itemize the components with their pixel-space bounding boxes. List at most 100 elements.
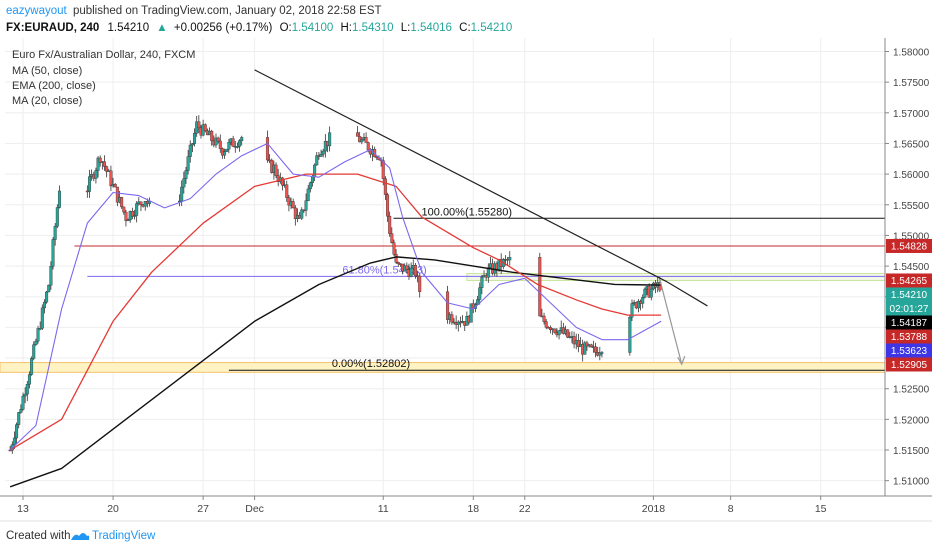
low-label: L: <box>401 22 411 34</box>
price-label-text: 1.53623 <box>891 346 928 357</box>
footer-svg: Created with TradingView <box>0 520 932 542</box>
brand-link[interactable]: TradingView <box>92 530 156 542</box>
candle-body <box>583 342 587 355</box>
candle-body <box>231 138 235 147</box>
price-label-box <box>886 315 932 330</box>
candle-body <box>315 155 319 166</box>
candle-body <box>218 140 222 149</box>
y-tick-label: 1.51000 <box>893 477 930 488</box>
candle-body <box>193 132 197 144</box>
y-tick-label: 1.56500 <box>893 139 930 150</box>
legend-ma50[interactable]: MA (50, close) <box>12 65 82 77</box>
fib-zero-zone <box>0 362 886 373</box>
candle-body <box>130 211 134 217</box>
candle-body <box>87 176 91 192</box>
candle-body <box>210 130 214 142</box>
candle-body <box>285 184 289 198</box>
candle-body <box>313 164 317 177</box>
tradingview-logo-icon[interactable] <box>71 533 90 540</box>
candle-body <box>319 154 323 157</box>
price-labels: 1.54828 1.54265 1.54210 02:01:27 1.54187 1.53… <box>886 238 932 372</box>
candle-body <box>102 161 106 167</box>
candle-body <box>122 206 126 213</box>
candle-body <box>49 266 53 286</box>
candle-body <box>394 254 398 263</box>
candle-body <box>190 143 194 146</box>
level-label-fib-0: 0.00%(1.52802) <box>332 358 410 370</box>
candle-body <box>450 314 454 323</box>
candle-body <box>126 219 130 222</box>
candle-body <box>321 150 325 155</box>
candle-body <box>323 140 327 152</box>
candle-body <box>486 267 490 278</box>
candle-body <box>469 303 473 323</box>
price-label-box <box>886 287 932 302</box>
candle-body <box>51 239 55 267</box>
candle-body <box>225 148 229 152</box>
candle-body <box>32 344 36 359</box>
drawings <box>254 69 708 366</box>
publisher-line: eazywayout published on TradingView.com,… <box>6 5 382 17</box>
ma50-line <box>9 173 662 451</box>
y-tick-label: 1.55000 <box>893 231 930 242</box>
candle-body <box>548 327 552 331</box>
candle-body <box>139 201 143 205</box>
candle-body <box>628 316 632 353</box>
candle-body <box>508 257 512 261</box>
legend-ma20[interactable]: MA (20, close) <box>12 95 82 107</box>
candle-body <box>53 226 57 240</box>
symbol-name: FX:EURAUD, 240 <box>6 22 99 34</box>
candle-body <box>98 157 102 163</box>
y-tick-label: 1.52000 <box>893 415 930 426</box>
candle-body <box>30 358 34 375</box>
candle-body <box>12 437 16 445</box>
candle-body <box>383 178 387 195</box>
y-tick-label: 1.56000 <box>893 170 930 181</box>
time-axis[interactable]: 13 20 27 Dec 11 18 22 2018 8 15 <box>17 496 827 515</box>
y-tick-label: 1.52500 <box>893 385 930 396</box>
chart-legend: Euro Fx/Australian Dollar, 240, FXCM MA … <box>12 49 195 107</box>
candle-body <box>143 201 147 207</box>
candlesticks <box>8 115 662 454</box>
candle-body <box>238 140 242 147</box>
candle-body <box>135 203 139 216</box>
chart-header: eazywayout published on TradingView.com,… <box>0 0 932 38</box>
author-link[interactable]: eazywayout <box>6 5 68 17</box>
candle-body <box>480 276 484 288</box>
high-value: 1.54310 <box>352 22 394 34</box>
candle-body <box>381 160 385 179</box>
candle-body <box>585 342 589 347</box>
price-label-text: 1.54210 <box>891 290 928 301</box>
price-chart[interactable]: 100.00%(1.55280)61.80%(1.54333)0.00%(1.5… <box>0 38 932 520</box>
candle-body <box>306 188 310 201</box>
candle-body <box>216 137 220 142</box>
y-tick-label: 1.55500 <box>893 201 930 212</box>
candle-body <box>188 144 192 157</box>
y-tick-label: 1.57000 <box>893 109 930 120</box>
candle-body <box>643 288 647 298</box>
x-tick-label: Dec <box>245 503 264 515</box>
y-tick-label: 1.54500 <box>893 262 930 273</box>
price-label-box <box>886 273 932 288</box>
price-label-box <box>886 329 932 344</box>
last-price: 1.54210 <box>108 22 150 34</box>
candle-body <box>184 170 188 179</box>
candle-body <box>308 182 312 190</box>
candle-body <box>478 287 482 300</box>
candle-body <box>274 164 278 176</box>
price-label-text: 1.52905 <box>891 360 928 371</box>
candle-body <box>235 146 239 148</box>
candle-body <box>649 288 653 298</box>
candle-body <box>557 330 561 336</box>
legend-ema200[interactable]: EMA (200, close) <box>12 80 96 92</box>
candle-body <box>47 284 51 293</box>
candle-body <box>364 137 368 143</box>
candle-body <box>293 207 297 220</box>
candle-body <box>124 211 128 221</box>
candle-body <box>94 170 98 179</box>
x-tick-label: 8 <box>728 503 734 515</box>
candle-body <box>21 395 25 410</box>
change-value: +0.00256 (+0.17%) <box>174 22 273 34</box>
candle-body <box>405 265 409 270</box>
arrow-head-icon <box>677 355 686 366</box>
